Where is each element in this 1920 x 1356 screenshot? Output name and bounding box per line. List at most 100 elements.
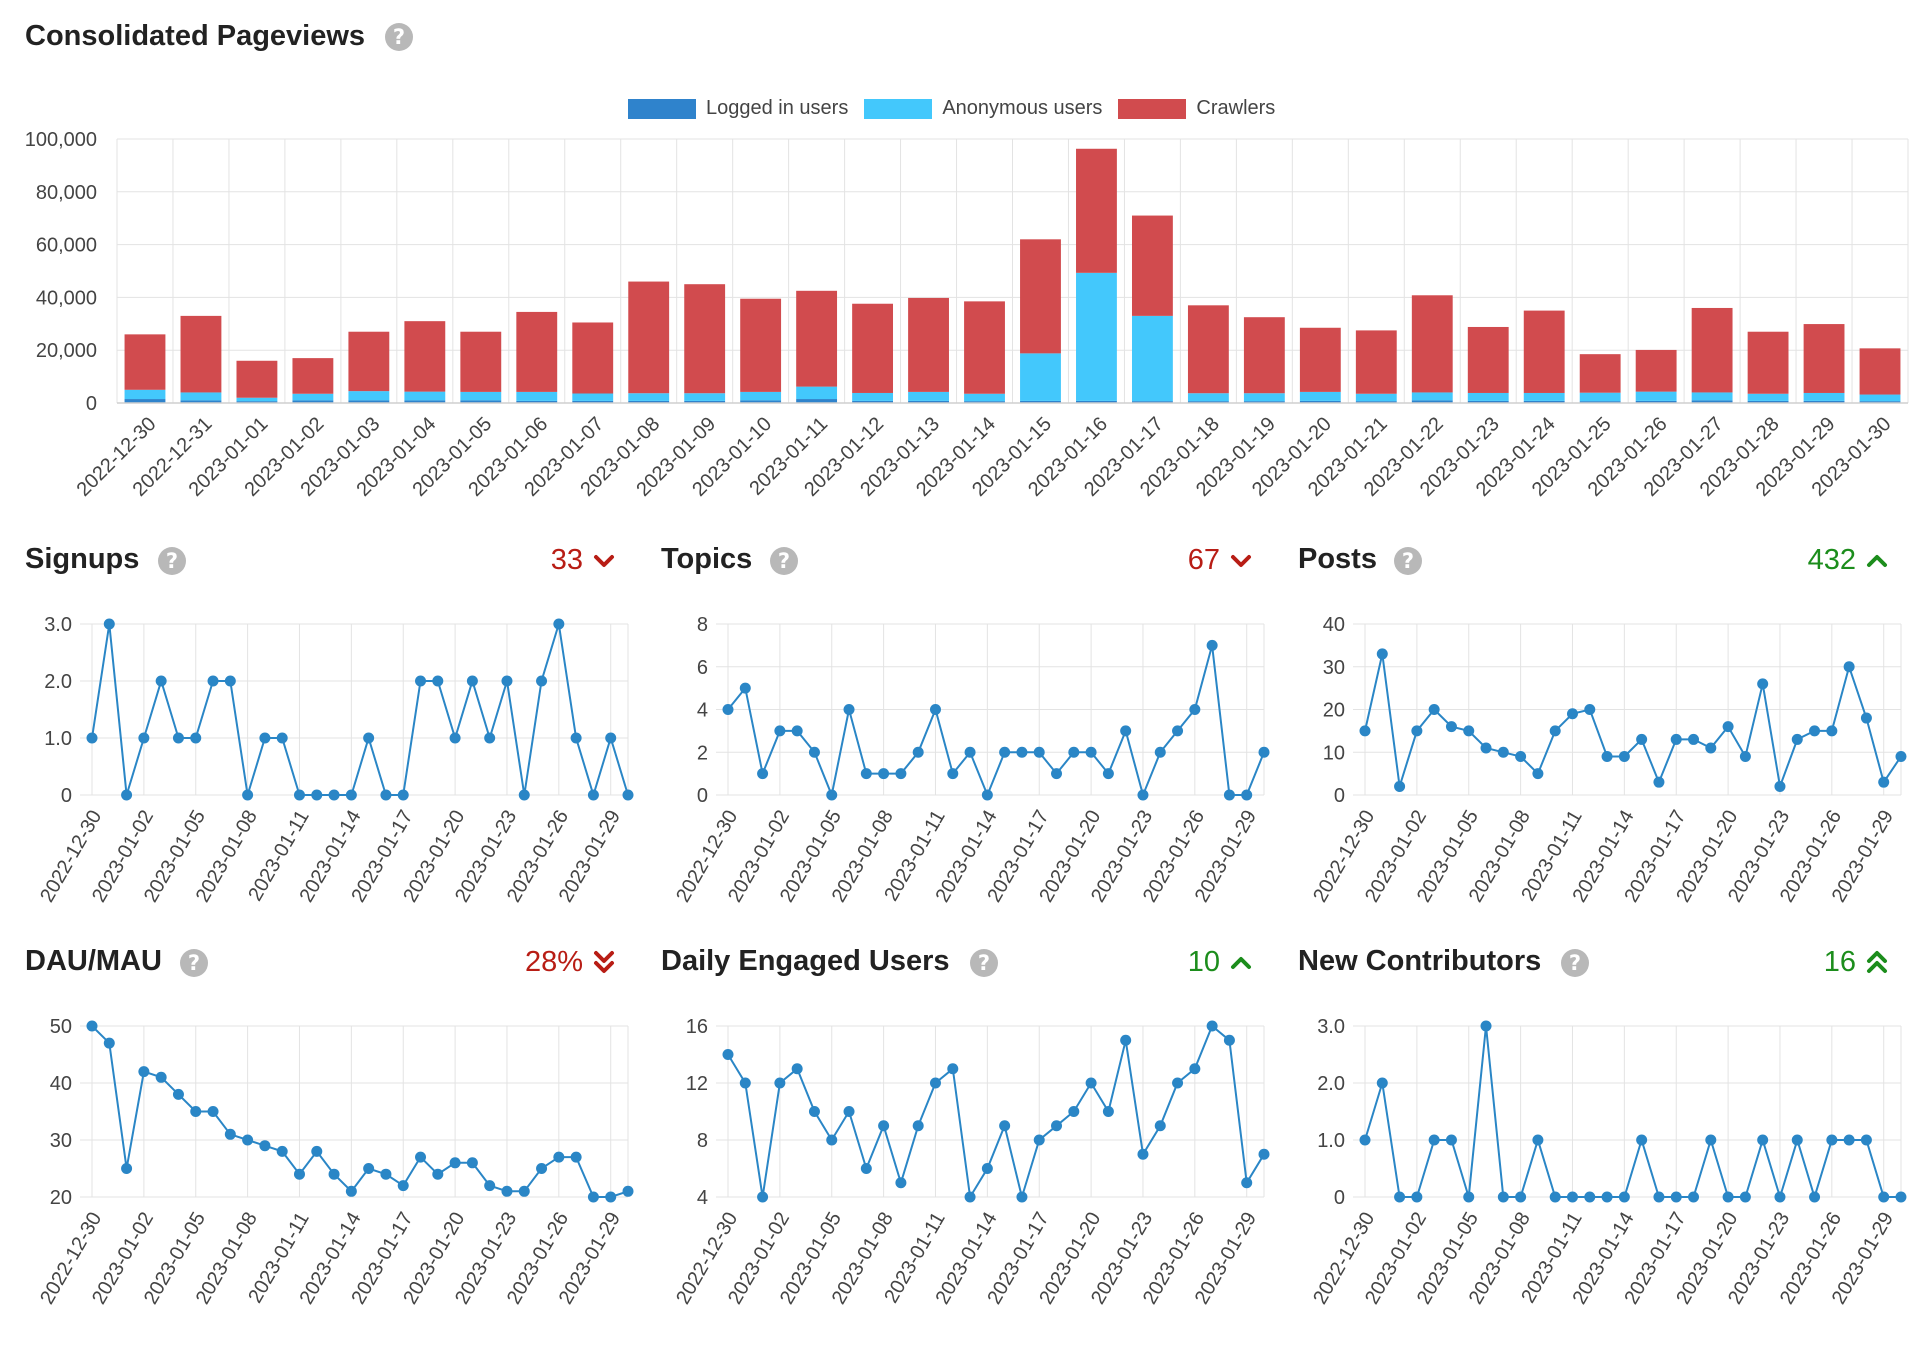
help-icon[interactable]: ? — [1561, 949, 1589, 977]
data-point[interactable] — [1258, 1148, 1270, 1160]
data-point[interactable] — [259, 1140, 271, 1152]
data-point[interactable] — [826, 789, 838, 801]
data-point[interactable] — [1843, 1134, 1855, 1146]
bar-segment[interactable] — [236, 397, 278, 402]
bar-segment[interactable] — [572, 393, 614, 401]
data-point[interactable] — [1154, 746, 1166, 758]
data-point[interactable] — [1051, 768, 1063, 780]
data-point[interactable] — [1653, 776, 1665, 788]
data-point[interactable] — [224, 675, 236, 687]
bar-segment[interactable] — [1747, 393, 1789, 401]
data-point[interactable] — [432, 1168, 444, 1180]
data-point[interactable] — [138, 1066, 150, 1078]
data-point[interactable] — [86, 1020, 98, 1032]
data-point[interactable] — [1809, 1191, 1821, 1203]
data-point[interactable] — [878, 1120, 890, 1132]
bar-segment[interactable] — [180, 392, 222, 401]
data-point[interactable] — [103, 618, 115, 630]
data-point[interactable] — [190, 1106, 202, 1117]
data-point[interactable] — [1016, 1191, 1028, 1203]
data-point[interactable] — [1636, 1134, 1648, 1146]
data-point[interactable] — [791, 1063, 803, 1075]
bar-segment[interactable] — [572, 400, 614, 403]
data-point[interactable] — [328, 1168, 340, 1180]
bar-segment[interactable] — [1131, 215, 1173, 316]
data-point[interactable] — [1895, 751, 1907, 763]
data-point[interactable] — [1791, 1134, 1803, 1146]
data-point[interactable] — [1241, 1177, 1253, 1189]
data-point[interactable] — [1206, 1020, 1218, 1032]
bar-segment[interactable] — [1299, 391, 1341, 401]
bar-segment[interactable] — [348, 391, 390, 401]
data-point[interactable] — [1739, 1191, 1751, 1203]
data-point[interactable] — [1497, 1191, 1509, 1203]
data-point[interactable] — [1843, 661, 1855, 673]
data-point[interactable] — [1068, 746, 1080, 758]
bar-segment[interactable] — [1131, 315, 1173, 402]
data-point[interactable] — [981, 1163, 993, 1174]
data-point[interactable] — [860, 1163, 872, 1174]
bar-segment[interactable] — [1467, 392, 1509, 401]
bar-segment[interactable] — [460, 331, 502, 392]
data-point[interactable] — [121, 789, 133, 801]
data-point[interactable] — [622, 789, 634, 801]
bar-segment[interactable] — [124, 399, 166, 403]
data-point[interactable] — [947, 768, 959, 780]
data-point[interactable] — [1085, 1077, 1097, 1089]
data-point[interactable] — [808, 746, 820, 758]
data-point[interactable] — [1532, 768, 1544, 780]
bar-segment[interactable] — [1859, 348, 1901, 395]
bar-segment[interactable] — [1131, 401, 1173, 403]
data-point[interactable] — [739, 682, 751, 694]
data-point[interactable] — [466, 675, 478, 687]
help-icon[interactable]: ? — [1394, 547, 1422, 575]
data-point[interactable] — [242, 1134, 254, 1146]
bar-segment[interactable] — [292, 358, 334, 394]
data-point[interactable] — [1532, 1134, 1544, 1146]
data-point[interactable] — [1895, 1191, 1907, 1203]
data-point[interactable] — [1601, 751, 1613, 763]
data-point[interactable] — [1860, 1134, 1872, 1146]
data-point[interactable] — [843, 704, 855, 715]
data-point[interactable] — [739, 1077, 751, 1089]
data-point[interactable] — [774, 1077, 786, 1089]
data-point[interactable] — [518, 789, 530, 801]
data-point[interactable] — [1688, 1191, 1700, 1203]
data-point[interactable] — [1428, 704, 1440, 715]
data-point[interactable] — [172, 732, 184, 744]
data-point[interactable] — [895, 768, 907, 780]
data-point[interactable] — [1463, 1191, 1475, 1203]
bar-segment[interactable] — [1859, 401, 1901, 403]
bar-segment[interactable] — [740, 298, 782, 392]
bar-segment[interactable] — [852, 400, 894, 403]
bar-segment[interactable] — [1635, 391, 1677, 401]
data-point[interactable] — [826, 1134, 838, 1146]
data-point[interactable] — [1223, 789, 1235, 801]
data-point[interactable] — [536, 675, 548, 687]
help-icon[interactable]: ? — [180, 949, 208, 977]
bar-segment[interactable] — [1523, 310, 1565, 393]
data-point[interactable] — [1154, 1120, 1166, 1132]
data-point[interactable] — [345, 789, 357, 801]
bar-segment[interactable] — [404, 391, 446, 401]
data-point[interactable] — [449, 1157, 461, 1169]
data-point[interactable] — [929, 1077, 941, 1089]
data-point[interactable] — [895, 1177, 907, 1189]
data-point[interactable] — [293, 789, 305, 801]
data-point[interactable] — [501, 1185, 513, 1197]
data-point[interactable] — [1120, 725, 1132, 737]
bar-segment[interactable] — [572, 322, 614, 394]
bar-segment[interactable] — [852, 303, 894, 393]
data-point[interactable] — [86, 732, 98, 744]
help-icon[interactable]: ? — [770, 547, 798, 575]
bar-segment[interactable] — [1076, 400, 1117, 403]
data-point[interactable] — [380, 789, 392, 801]
bar-segment[interactable] — [1243, 393, 1285, 402]
data-point[interactable] — [363, 1163, 375, 1174]
data-point[interactable] — [774, 725, 786, 737]
data-point[interactable] — [1566, 1191, 1578, 1203]
data-point[interactable] — [380, 1168, 392, 1180]
bar-segment[interactable] — [1187, 401, 1229, 403]
data-point[interactable] — [587, 789, 599, 801]
data-point[interactable] — [981, 789, 993, 801]
